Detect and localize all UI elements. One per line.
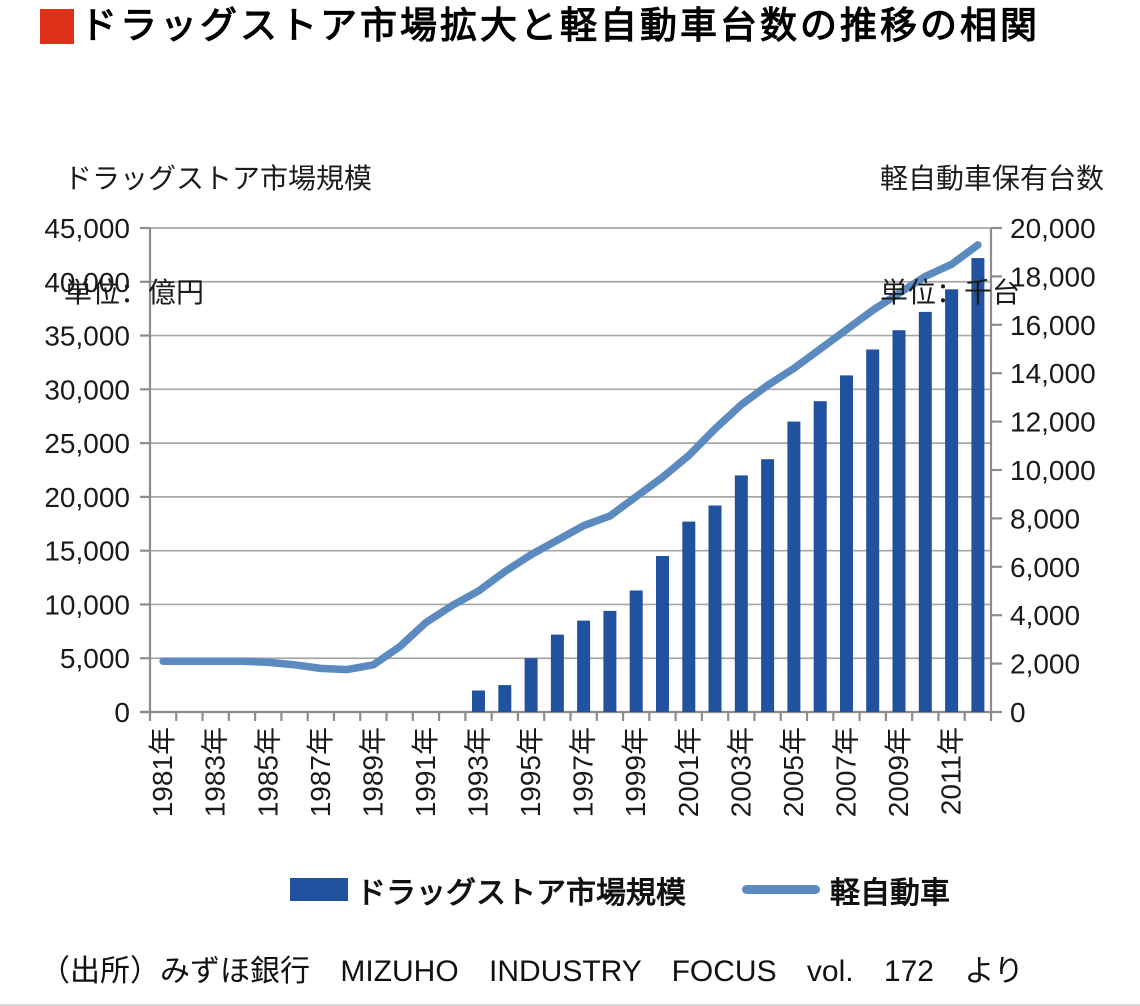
x-tick-label-1999: 1999年 <box>620 727 651 817</box>
left-tick-label: 45,000 <box>44 213 130 244</box>
bar-2006 <box>813 401 827 712</box>
bar-2002 <box>708 505 722 712</box>
bar-2008 <box>866 349 880 712</box>
left-axis-caption-name: ドラッグストア市場規模 <box>64 163 373 194</box>
bar-1996 <box>550 634 564 712</box>
right-tick-label: 0 <box>1010 697 1026 728</box>
legend-line-swatch-icon <box>742 885 820 894</box>
x-tick-label-2011: 2011年 <box>936 727 967 815</box>
x-tick-label-2009: 2009年 <box>883 727 914 817</box>
bottom-divider <box>0 1004 1140 1006</box>
bar-2000 <box>656 556 669 712</box>
left-tick-label: 20,000 <box>44 482 130 513</box>
right-axis-tick-labels: 0 2,000 4,000 6,000 8,000 10,000 12,000 14,000 1… <box>1010 213 1096 728</box>
left-tick-label: 35,000 <box>44 321 130 352</box>
right-tick-label: 10,000 <box>1010 455 1096 486</box>
x-tick-label-2007: 2007年 <box>831 727 862 817</box>
right-tick-label: 16,000 <box>1010 310 1096 341</box>
bar-1993 <box>472 690 485 712</box>
right-tick-label: 6,000 <box>1010 552 1080 583</box>
right-tick-label: 4,000 <box>1010 600 1080 631</box>
left-axis-caption-unit: 単位：億円 <box>64 277 205 308</box>
right-tick-label: 12,000 <box>1010 407 1096 438</box>
right-axis-caption-unit: 単位：千台 <box>880 277 1021 308</box>
x-axis-tick-labels: 1981年 1983年 1985年 1987年 1989年 1991年 1993年 1995年… <box>147 727 967 817</box>
left-tick-label: 25,000 <box>44 428 130 459</box>
x-tick-label-1981: 1981年 <box>147 727 178 817</box>
line-series-kei-cars <box>159 241 982 674</box>
legend-bar-swatch-icon <box>290 878 348 901</box>
source-citation: （出所）みずほ銀行 MIZUHO INDUSTRY FOCUS vol. 172… <box>40 955 1024 988</box>
x-tick-label-1995: 1995年 <box>515 727 546 817</box>
x-tick-label-1997: 1997年 <box>568 727 599 817</box>
legend-label-drugstore: ドラッグストア市場規模 <box>356 877 686 910</box>
x-tick-label-1987: 1987年 <box>305 727 336 817</box>
bar-1997 <box>577 620 591 712</box>
bar-2005 <box>787 421 801 712</box>
x-tick-label-2001: 2001年 <box>673 727 704 817</box>
bar-2012 <box>971 258 985 712</box>
page-title: ドラッグストア市場拡大と軽自動車台数の推移の相関 <box>80 5 1040 46</box>
bar-series-drugstore-market <box>472 258 985 712</box>
x-tick-label-2003: 2003年 <box>725 727 756 817</box>
left-tick-label: 0 <box>114 697 130 728</box>
x-tick-label-1985: 1985年 <box>252 727 283 817</box>
left-axis-tick-labels: 0 5,000 10,000 15,000 20,000 25,000 30,000 35,0… <box>44 213 130 728</box>
bar-2011 <box>945 289 959 712</box>
x-tick-label-1993: 1993年 <box>463 727 494 817</box>
right-tick-label: 20,000 <box>1010 213 1096 244</box>
right-tick-label: 2,000 <box>1010 649 1080 680</box>
right-tick-label: 8,000 <box>1010 503 1080 534</box>
bar-2009 <box>892 330 906 712</box>
bar-2004 <box>761 459 775 712</box>
left-tick-label: 5,000 <box>60 643 130 674</box>
right-tick-label: 14,000 <box>1010 358 1096 389</box>
red-square-bullet-icon <box>40 9 74 44</box>
title-row: ドラッグストア市場拡大と軽自動車台数の推移の相関 <box>40 6 1040 46</box>
left-tick-label: 30,000 <box>44 374 130 405</box>
bar-2001 <box>682 521 696 712</box>
x-tick-label-1983: 1983年 <box>200 727 231 817</box>
bar-2007 <box>840 375 853 712</box>
bar-1994 <box>498 685 512 712</box>
chart-legend: ドラッグストア市場規模 軽自動車 <box>0 862 1140 914</box>
left-tick-label: 10,000 <box>44 589 130 620</box>
bar-1995 <box>524 658 538 712</box>
bar-1998 <box>603 610 617 712</box>
gridlines <box>150 227 991 660</box>
left-axis-caption: ドラッグストア市場規模 単位：億円 <box>64 84 372 350</box>
right-tick-label: 18,000 <box>1010 261 1096 292</box>
bar-2010 <box>918 311 932 712</box>
left-tick-label: 40,000 <box>44 267 130 298</box>
legend-label-keicar: 軽自動車 <box>830 877 950 910</box>
left-tick-label: 15,000 <box>44 536 130 567</box>
bar-1999 <box>629 590 643 712</box>
right-axis-caption: 軽自動車保有台数 単位：千台 <box>880 84 1104 350</box>
x-tick-label-2005: 2005年 <box>778 727 809 817</box>
x-tick-label-1991: 1991年 <box>410 727 441 817</box>
right-axis-caption-name: 軽自動車保有台数 <box>880 163 1105 194</box>
bar-2003 <box>734 475 748 712</box>
x-tick-label-1989: 1989年 <box>357 727 388 817</box>
